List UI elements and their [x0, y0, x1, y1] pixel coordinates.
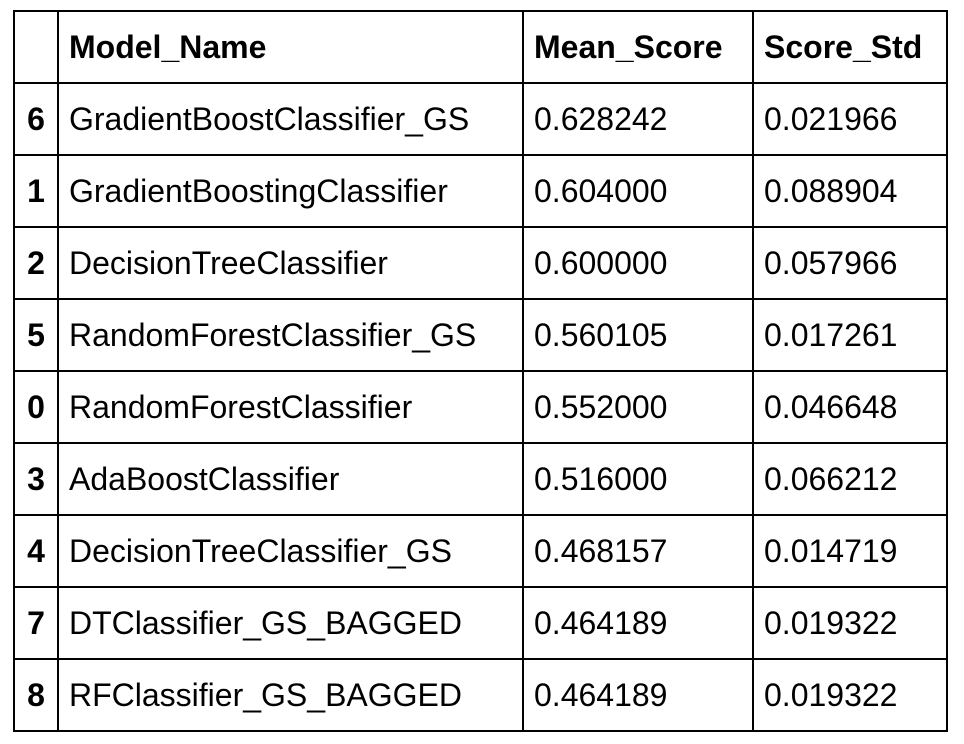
mean-score-cell: 0.516000 — [522, 442, 754, 516]
mean-score-cell: 0.604000 — [522, 154, 754, 228]
mean-score-cell: 0.600000 — [522, 226, 754, 300]
mean-score-cell: 0.560105 — [522, 298, 754, 372]
row-index: 4 — [13, 514, 59, 588]
model-name-cell: GradientBoostClassifier_GS — [57, 82, 524, 156]
row-index: 6 — [13, 82, 59, 156]
model-name-cell: GradientBoostingClassifier — [57, 154, 524, 228]
score-std-cell: 0.021966 — [752, 82, 948, 156]
results-table-container: Model_Name Mean_Score Score_Std 6 Gradie… — [13, 10, 948, 732]
table-row: 5 RandomForestClassifier_GS 0.560105 0.0… — [13, 298, 948, 372]
model-name-cell: DecisionTreeClassifier_GS — [57, 514, 524, 588]
mean-score-cell: 0.628242 — [522, 82, 754, 156]
table-header-row: Model_Name Mean_Score Score_Std — [13, 10, 948, 84]
score-std-cell: 0.017261 — [752, 298, 948, 372]
table-row: 6 GradientBoostClassifier_GS 0.628242 0.… — [13, 82, 948, 156]
row-index: 8 — [13, 658, 59, 732]
model-name-cell: DTClassifier_GS_BAGGED — [57, 586, 524, 660]
mean-score-cell: 0.464189 — [522, 586, 754, 660]
model-name-cell: AdaBoostClassifier — [57, 442, 524, 516]
row-index: 1 — [13, 154, 59, 228]
score-std-cell: 0.019322 — [752, 586, 948, 660]
model-name-cell: RFClassifier_GS_BAGGED — [57, 658, 524, 732]
table-row: 7 DTClassifier_GS_BAGGED 0.464189 0.0193… — [13, 586, 948, 660]
table-row: 2 DecisionTreeClassifier 0.600000 0.0579… — [13, 226, 948, 300]
score-std-cell: 0.014719 — [752, 514, 948, 588]
results-table: Model_Name Mean_Score Score_Std 6 Gradie… — [13, 10, 948, 732]
mean-score-cell: 0.552000 — [522, 370, 754, 444]
score-std-cell: 0.046648 — [752, 370, 948, 444]
row-index: 2 — [13, 226, 59, 300]
model-name-cell: RandomForestClassifier_GS — [57, 298, 524, 372]
table-row: 3 AdaBoostClassifier 0.516000 0.066212 — [13, 442, 948, 516]
score-std-cell: 0.088904 — [752, 154, 948, 228]
score-std-cell: 0.019322 — [752, 658, 948, 732]
score-std-cell: 0.066212 — [752, 442, 948, 516]
table-row: 0 RandomForestClassifier 0.552000 0.0466… — [13, 370, 948, 444]
score-std-cell: 0.057966 — [752, 226, 948, 300]
row-index: 7 — [13, 586, 59, 660]
score-std-header: Score_Std — [752, 10, 948, 84]
table-row: 1 GradientBoostingClassifier 0.604000 0.… — [13, 154, 948, 228]
mean-score-cell: 0.464189 — [522, 658, 754, 732]
table-row: 4 DecisionTreeClassifier_GS 0.468157 0.0… — [13, 514, 948, 588]
index-header — [13, 10, 59, 84]
model-name-cell: DecisionTreeClassifier — [57, 226, 524, 300]
row-index: 3 — [13, 442, 59, 516]
row-index: 0 — [13, 370, 59, 444]
model-name-cell: RandomForestClassifier — [57, 370, 524, 444]
mean-score-header: Mean_Score — [522, 10, 754, 84]
model-name-header: Model_Name — [57, 10, 524, 84]
mean-score-cell: 0.468157 — [522, 514, 754, 588]
table-row: 8 RFClassifier_GS_BAGGED 0.464189 0.0193… — [13, 658, 948, 732]
row-index: 5 — [13, 298, 59, 372]
